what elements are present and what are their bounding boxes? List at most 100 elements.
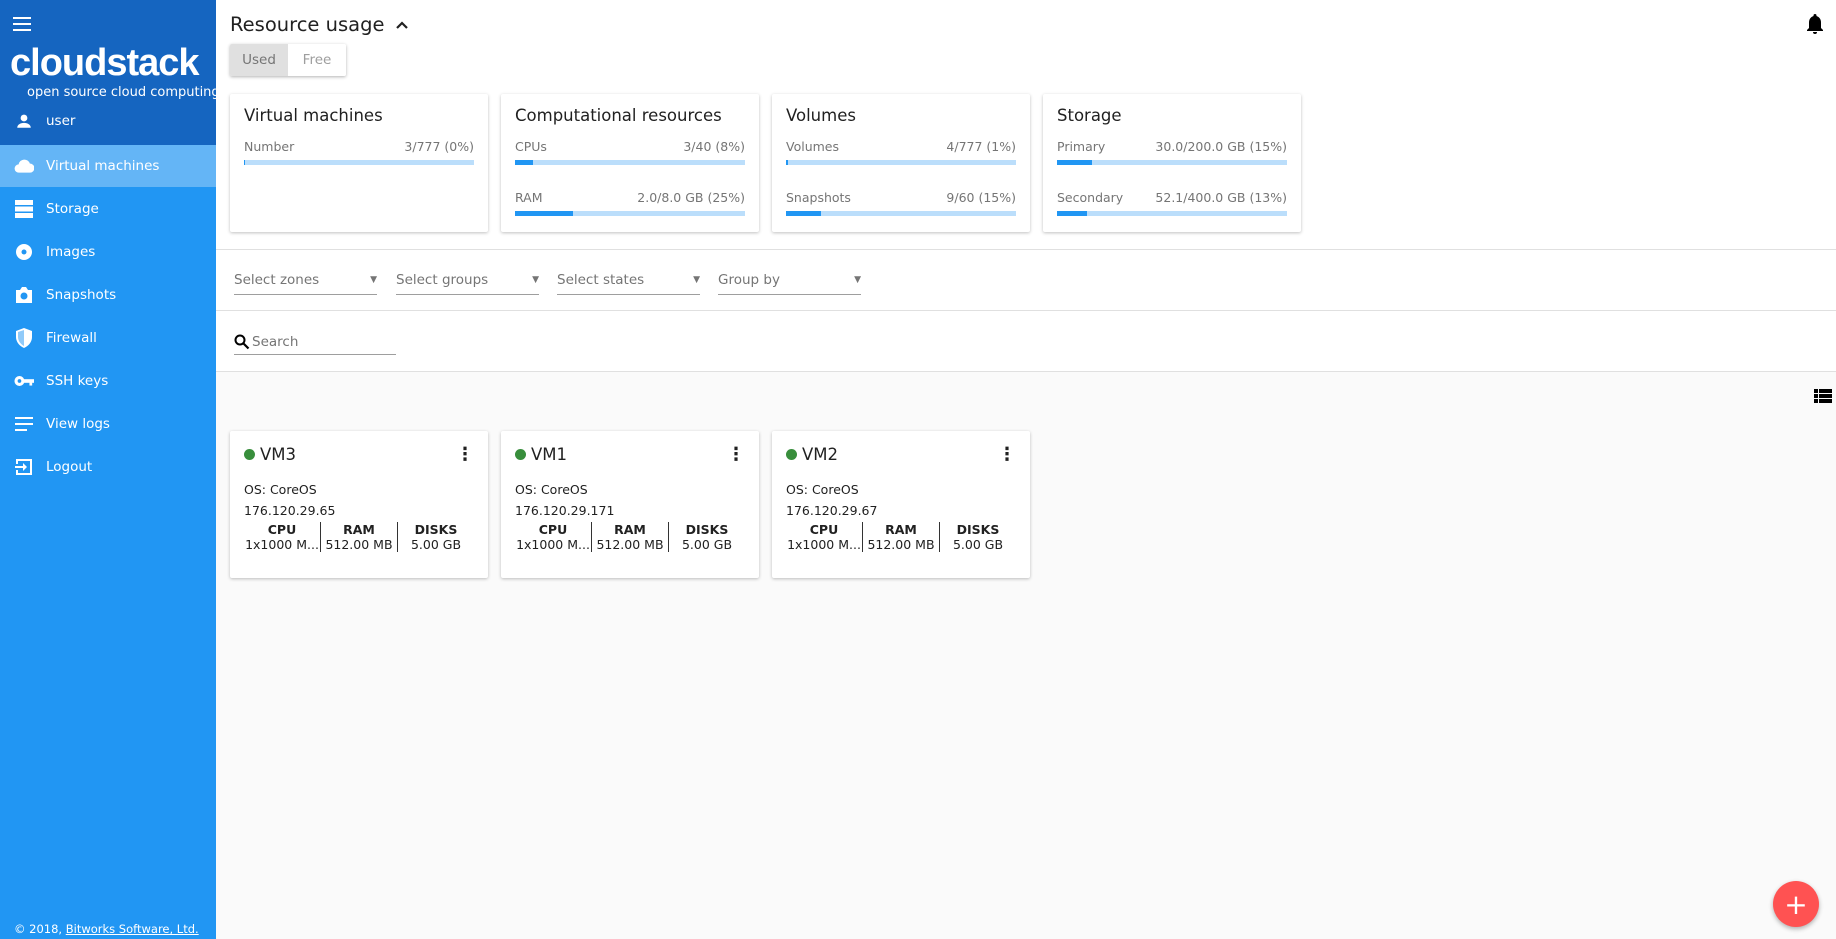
filter-select[interactable]: Group by ▼ — [718, 272, 861, 295]
vm-ip: 176.120.29.171 — [515, 503, 615, 518]
dropdown-arrow-icon: ▼ — [854, 275, 861, 285]
spec-value: 512.00 MB — [867, 537, 935, 552]
footer: © 2018, Bitworks Software, Ltd. — [14, 922, 199, 936]
vm-card[interactable]: VM3 ⋮ OS: CoreOS 176.120.29.65 CPU 1x1000 … — [230, 431, 488, 578]
resource-value: 4/777 (1%) — [946, 139, 1016, 154]
toggle-used[interactable]: Used — [230, 44, 288, 76]
copyright: © 2018, — [14, 922, 63, 936]
usage-bar-fill — [244, 160, 245, 165]
sidebar-item-snapshots[interactable]: Snapshots — [0, 274, 216, 316]
spec-value: 512.00 MB — [596, 537, 664, 552]
resource-row: Primary 30.0/200.0 GB (15%) — [1057, 139, 1287, 154]
spec-disks: DISKS 5.00 GB — [940, 522, 1016, 552]
vm-name: VM2 — [802, 445, 839, 464]
spec-ram: RAM 512.00 MB — [592, 522, 669, 552]
usage-bar-fill — [786, 160, 789, 165]
usage-bar — [1057, 160, 1287, 165]
usage-bar-fill — [515, 160, 534, 165]
person-icon — [14, 111, 34, 131]
status-dot — [515, 449, 526, 460]
spec-header: CPU — [267, 522, 297, 537]
vm-title: VM2 — [786, 445, 838, 464]
spec-header: DISKS — [414, 522, 458, 537]
resource-label: Snapshots — [786, 190, 851, 205]
sidebar-item-label: Logout — [46, 459, 93, 475]
filter-label: Group by — [718, 272, 780, 288]
vm-os: OS: CoreOS — [786, 482, 859, 497]
filter-select[interactable]: Select states ▼ — [557, 272, 700, 295]
sidebar-item-label: View logs — [46, 416, 110, 432]
vm-title: VM1 — [515, 445, 567, 464]
vm-name: VM1 — [531, 445, 568, 464]
dropdown-arrow-icon: ▼ — [532, 275, 539, 285]
resource-row: Secondary 52.1/400.0 GB (13%) — [1057, 190, 1287, 205]
logout-icon — [14, 457, 34, 477]
spec-value: 1x1000 M... — [787, 537, 861, 552]
filter-label: Select groups — [396, 272, 489, 288]
page-title: Resource usage — [230, 13, 385, 36]
spec-header: DISKS — [685, 522, 729, 537]
resource-label: Number — [244, 139, 295, 154]
cloud-icon — [14, 156, 34, 176]
sidebar-item-label: Snapshots — [46, 287, 117, 303]
filter-select[interactable]: Select groups ▼ — [396, 272, 539, 295]
spec-header: RAM — [885, 522, 917, 537]
more-vert-icon[interactable]: ⋮ — [456, 443, 474, 465]
resource-card-title: Virtual machines — [244, 106, 383, 125]
dropdown-arrow-icon: ▼ — [370, 275, 377, 285]
chevron-up-icon[interactable] — [396, 17, 409, 33]
resource-card: Virtual machines Number 3/777 (0%) — [230, 94, 488, 232]
spec-value: 5.00 GB — [952, 537, 1004, 552]
usage-bar — [786, 211, 1016, 216]
spec-disks: DISKS 5.00 GB — [669, 522, 745, 552]
spec-disks: DISKS 5.00 GB — [398, 522, 474, 552]
sidebar-item-ssh-keys[interactable]: SSH keys — [0, 360, 216, 402]
sidebar-item-virtual-machines[interactable]: Virtual machines — [0, 145, 216, 187]
usage-bar-fill — [515, 211, 573, 216]
menu-icon[interactable] — [13, 17, 31, 31]
spec-header: RAM — [343, 522, 375, 537]
sidebar-item-label: Storage — [46, 201, 99, 217]
sidebar-item-firewall[interactable]: Firewall — [0, 317, 216, 359]
sidebar-item-logout[interactable]: Logout — [0, 446, 216, 488]
spec-cpu: CPU 1x1000 M... — [244, 522, 321, 552]
vm-os: OS: CoreOS — [244, 482, 317, 497]
usage-bar — [515, 211, 745, 216]
bell-icon[interactable] — [1805, 13, 1825, 35]
sidebar-item-storage[interactable]: Storage — [0, 188, 216, 230]
add-vm-button[interactable]: + — [1773, 881, 1819, 927]
filter-label: Select zones — [234, 272, 320, 288]
list-view-icon[interactable] — [1814, 389, 1832, 403]
sidebar-item-label: SSH keys — [46, 373, 109, 389]
used-free-toggle: Used Free — [230, 44, 346, 76]
resource-row: Snapshots 9/60 (15%) — [786, 190, 1016, 205]
resource-label: Secondary — [1057, 190, 1124, 205]
resource-value: 9/60 (15%) — [946, 190, 1016, 205]
logo-subtitle: open source cloud computing — [27, 85, 220, 100]
resource-value: 30.0/200.0 GB (15%) — [1155, 139, 1287, 154]
spec-header: CPU — [538, 522, 568, 537]
resource-label: CPUs — [515, 139, 547, 154]
sidebar-item-images[interactable]: Images — [0, 231, 216, 273]
logo: cloudstack — [10, 42, 200, 84]
search-input[interactable]: Search — [234, 330, 396, 355]
divider — [216, 371, 1836, 372]
usage-bar — [244, 160, 474, 165]
more-vert-icon[interactable]: ⋮ — [998, 443, 1016, 465]
sidebar-item-label: Virtual machines — [46, 158, 160, 174]
resource-row: CPUs 3/40 (8%) — [515, 139, 745, 154]
more-vert-icon[interactable]: ⋮ — [727, 443, 745, 465]
vm-card[interactable]: VM2 ⋮ OS: CoreOS 176.120.29.67 CPU 1x1000 … — [772, 431, 1030, 578]
resource-value: 3/777 (0%) — [404, 139, 474, 154]
sidebar-item-view-logs[interactable]: View logs — [0, 403, 216, 445]
filter-select[interactable]: Select zones ▼ — [234, 272, 377, 295]
toggle-free[interactable]: Free — [288, 44, 346, 76]
user-item[interactable]: user — [0, 108, 75, 134]
company-link[interactable]: Bitworks Software, Ltd. — [65, 922, 199, 936]
vm-card[interactable]: VM1 ⋮ OS: CoreOS 176.120.29.171 CPU 1x1000… — [501, 431, 759, 578]
usage-bar-fill — [1057, 211, 1087, 216]
vm-ip: 176.120.29.67 — [786, 503, 878, 518]
spec-header: CPU — [809, 522, 839, 537]
resource-card: Volumes Volumes 4/777 (1%) Snapshots 9/60 (… — [772, 94, 1030, 232]
spec-value: 512.00 MB — [325, 537, 393, 552]
